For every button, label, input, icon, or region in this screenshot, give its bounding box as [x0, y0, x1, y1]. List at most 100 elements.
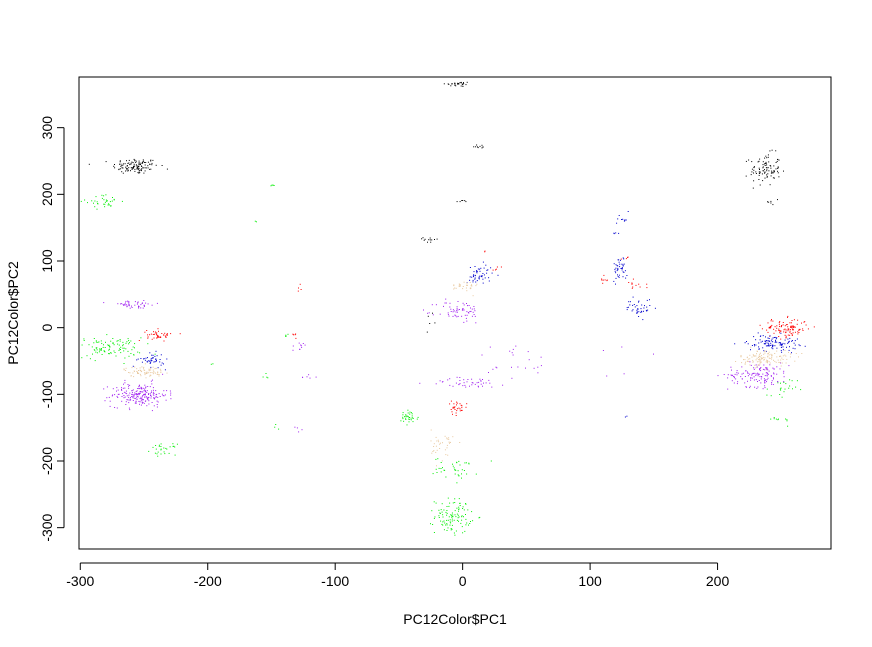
data-point: [144, 167, 146, 169]
data-point: [799, 328, 801, 330]
data-point: [443, 520, 445, 522]
data-point: [138, 168, 140, 170]
data-point: [621, 267, 623, 269]
data-point: [772, 344, 774, 346]
data-point: [476, 382, 478, 384]
data-point: [777, 167, 779, 169]
data-point: [124, 304, 126, 306]
data-point: [143, 367, 144, 369]
data-point: [150, 380, 152, 382]
data-point: [472, 281, 474, 283]
data-point: [161, 393, 163, 395]
data-point: [148, 450, 150, 452]
data-point: [745, 386, 747, 388]
data-point: [644, 305, 645, 307]
data-point: [155, 359, 157, 360]
data-point: [173, 445, 175, 447]
data-point: [782, 349, 784, 351]
data-point: [128, 304, 130, 306]
data-point: [466, 403, 468, 405]
data-point: [152, 393, 154, 395]
data-point: [154, 353, 156, 355]
data-point: [775, 168, 777, 170]
data-point: [95, 196, 97, 198]
data-point: [441, 381, 443, 383]
data-point: [137, 388, 139, 389]
data-point: [270, 185, 272, 187]
data-point: [797, 319, 799, 321]
data-point: [402, 414, 404, 416]
x-tick-label: -300: [66, 573, 94, 589]
data-point: [96, 349, 98, 351]
data-point: [432, 524, 434, 525]
data-point: [170, 333, 172, 335]
data-point: [769, 335, 771, 337]
data-point: [764, 375, 766, 377]
data-point: [158, 444, 160, 446]
data-point: [774, 360, 776, 362]
data-point: [755, 171, 757, 173]
data-point: [626, 307, 628, 309]
data-point: [459, 82, 461, 84]
data-point: [135, 401, 137, 403]
data-point: [410, 412, 412, 414]
data-point: [783, 372, 785, 374]
data-point: [741, 362, 743, 364]
data-point: [768, 201, 770, 203]
data-point: [794, 344, 796, 346]
data-point: [148, 369, 150, 371]
data-point: [785, 324, 787, 326]
data-point: [301, 429, 303, 431]
data-point: [758, 342, 760, 344]
data-point: [160, 443, 162, 445]
data-point: [453, 532, 455, 534]
data-point: [474, 274, 476, 276]
data-point: [106, 334, 108, 336]
data-point: [101, 197, 103, 199]
data-point: [476, 280, 478, 282]
data-point: [730, 374, 732, 376]
data-point: [150, 360, 152, 362]
data-point: [159, 359, 161, 360]
data-point: [773, 332, 775, 334]
data-point: [753, 344, 755, 345]
data-point: [448, 441, 450, 443]
data-point: [512, 354, 514, 356]
data-point: [438, 509, 440, 511]
data-point: [771, 324, 773, 326]
data-point: [149, 372, 151, 374]
data-point: [450, 85, 452, 87]
data-point: [455, 382, 457, 384]
data-point: [165, 447, 167, 449]
data-point: [528, 359, 530, 361]
data-point: [143, 304, 145, 306]
data-point: [285, 335, 287, 337]
data-point: [126, 304, 128, 306]
data-point: [452, 385, 454, 387]
data-point: [153, 331, 154, 333]
data-point: [779, 368, 781, 370]
data-point: [758, 174, 760, 176]
data-point: [737, 381, 739, 383]
data-point: [101, 354, 103, 355]
data-point: [777, 172, 779, 174]
data-point: [103, 302, 105, 304]
data-point: [144, 369, 146, 371]
data-point: [618, 232, 620, 234]
data-point: [765, 361, 767, 363]
data-point: [604, 279, 606, 281]
data-point: [126, 393, 128, 395]
data-point: [798, 332, 800, 333]
data-point: [626, 415, 628, 417]
data-point: [136, 168, 138, 170]
data-point: [770, 200, 772, 202]
data-point: [128, 394, 130, 396]
data-point: [787, 330, 789, 332]
data-point: [796, 323, 798, 325]
data-point: [145, 167, 147, 169]
data-point: [138, 160, 140, 162]
data-point: [117, 340, 119, 342]
data-point: [784, 334, 786, 336]
data-point: [451, 518, 453, 520]
